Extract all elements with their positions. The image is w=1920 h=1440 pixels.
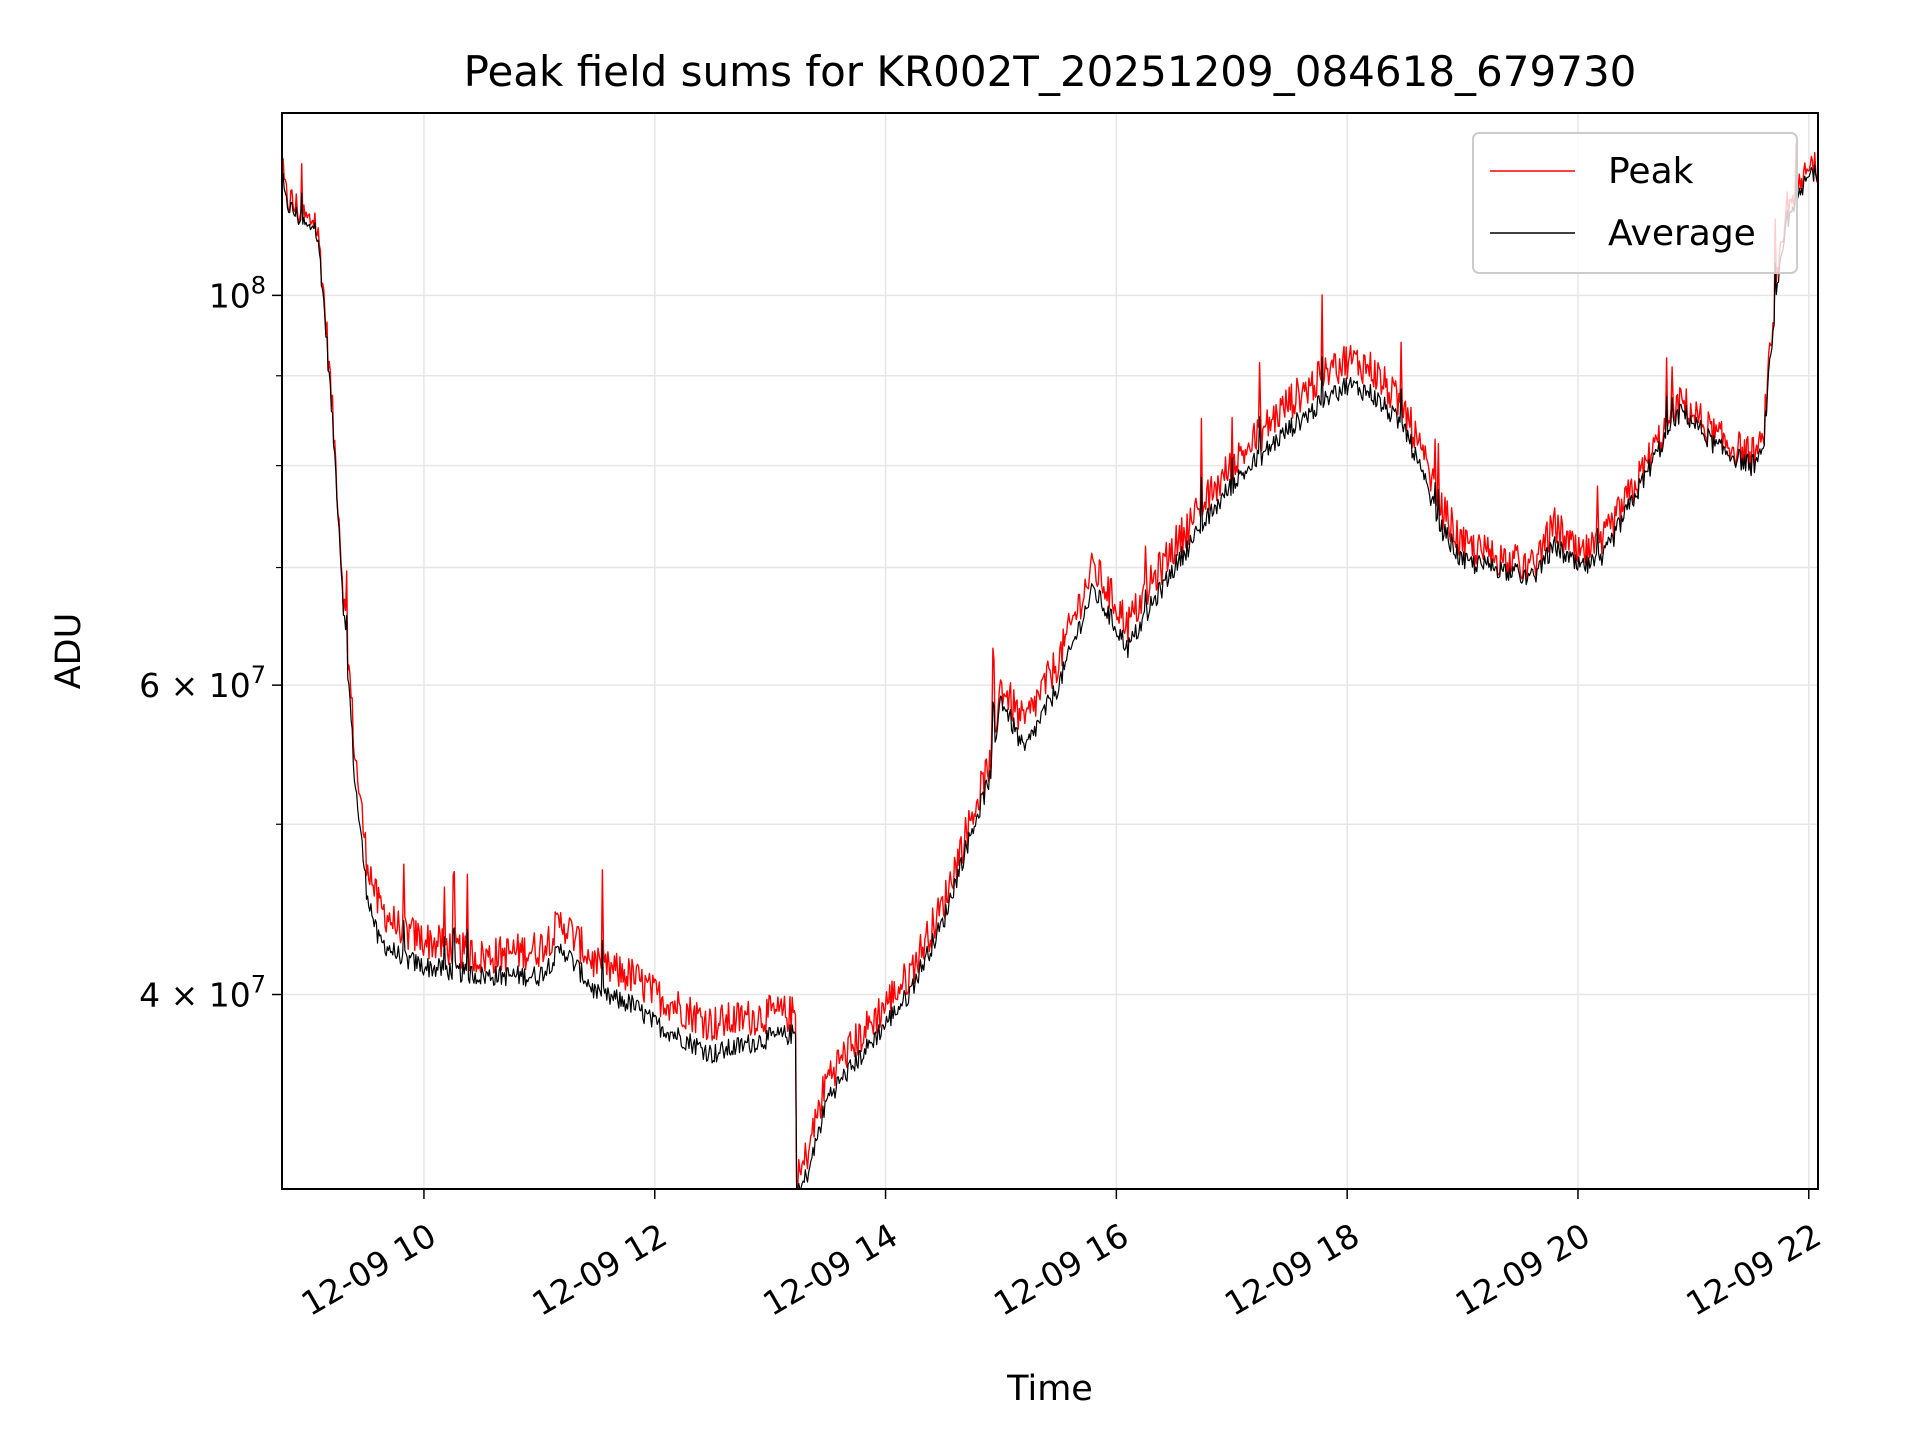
y-axis-title: ADU	[49, 613, 89, 690]
y-tick-label: 6 × 107	[139, 661, 266, 705]
plot-frame	[281, 112, 1819, 1190]
legend-label-peak: Peak	[1608, 151, 1694, 192]
x-axis-title: Time	[1006, 1369, 1093, 1409]
legend: Peak Average	[1472, 132, 1798, 274]
series-line-average	[281, 164, 1819, 1190]
y-tick-label: 4 × 107	[139, 971, 266, 1015]
series-layer	[281, 143, 1819, 1190]
grid	[282, 113, 1818, 1189]
legend-box	[1472, 132, 1798, 274]
y-tick-label: 108	[209, 271, 266, 315]
y-axis: 108 6 × 107 4 × 107	[139, 271, 282, 1015]
legend-label-average: Average	[1608, 213, 1756, 254]
chart-title: Peak field sums for KR002T_20251209_0846…	[464, 47, 1637, 96]
series-line-peak	[281, 143, 1819, 1190]
